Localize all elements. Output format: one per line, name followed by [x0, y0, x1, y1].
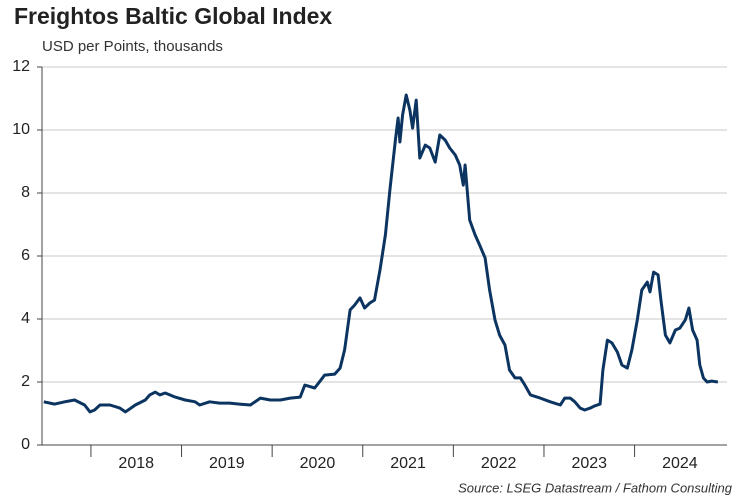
- y-tick-label: 4: [21, 310, 30, 327]
- source-note: Source: LSEG Datastream / Fathom Consult…: [458, 480, 733, 495]
- x-tick-label: 2024: [662, 455, 698, 472]
- x-tick-label: 2020: [300, 455, 336, 472]
- x-tick-label: 2021: [390, 455, 426, 472]
- x-tick-label: 2018: [118, 455, 154, 472]
- chart-title: Freightos Baltic Global Index: [14, 3, 332, 29]
- x-tick-label: 2022: [481, 455, 517, 472]
- y-tick-label: 6: [21, 247, 30, 264]
- x-tick-label: 2023: [571, 455, 607, 472]
- y-tick-label: 12: [12, 58, 30, 75]
- chart-subtitle: USD per Points, thousands: [42, 38, 223, 55]
- y-tick-label: 10: [12, 121, 30, 138]
- y-tick-label: 8: [21, 184, 30, 201]
- data-line: [43, 93, 719, 414]
- y-tick-label: 2: [21, 373, 30, 390]
- y-tick-label: 0: [21, 436, 30, 453]
- x-tick-label: 2019: [209, 455, 245, 472]
